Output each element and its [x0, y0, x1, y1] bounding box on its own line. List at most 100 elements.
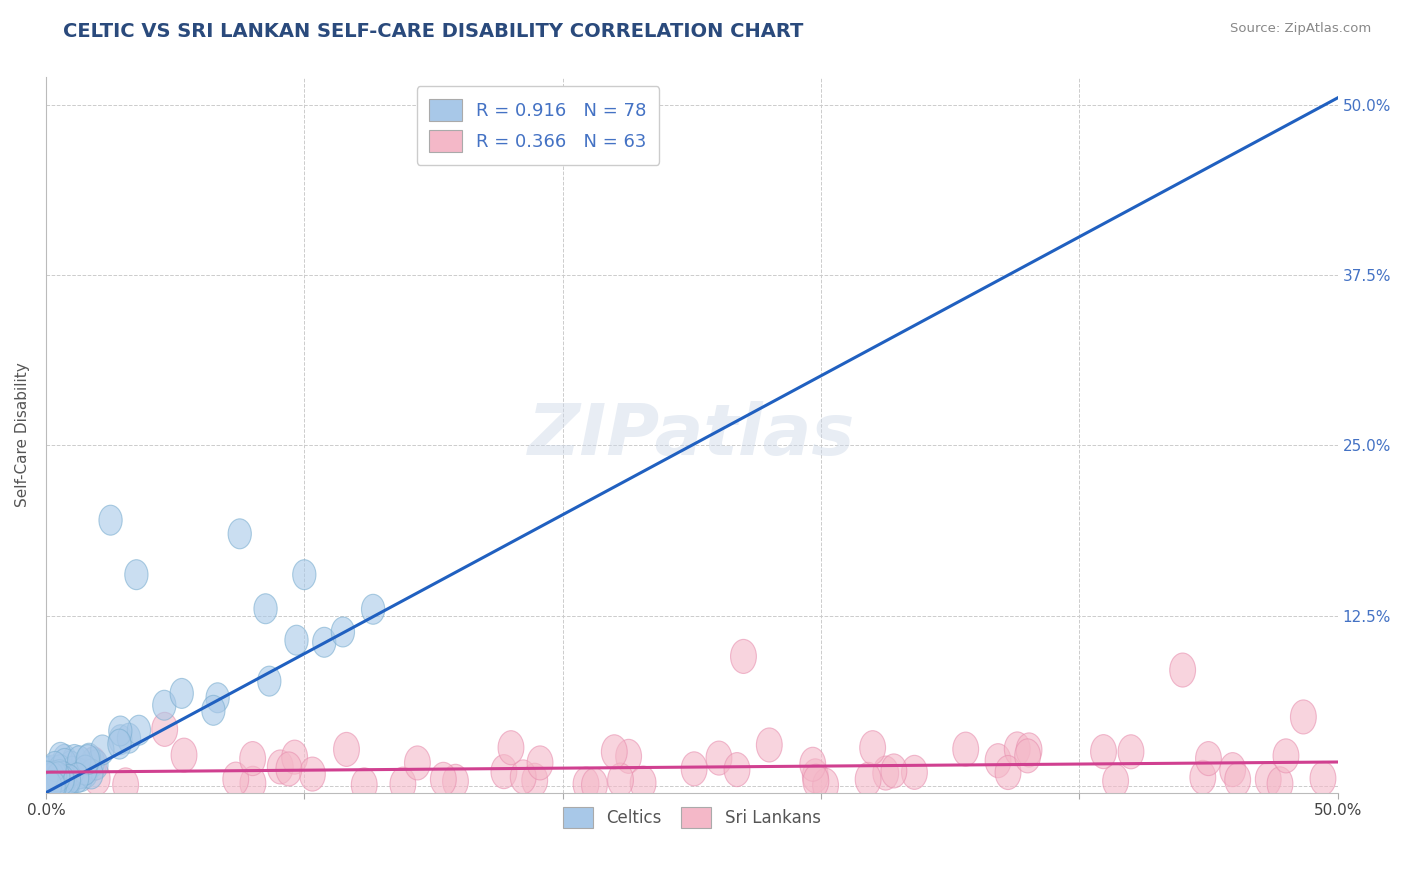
Ellipse shape: [607, 763, 634, 797]
Ellipse shape: [724, 753, 749, 787]
Ellipse shape: [59, 751, 82, 781]
Ellipse shape: [53, 744, 76, 774]
Ellipse shape: [1267, 767, 1294, 801]
Ellipse shape: [51, 765, 75, 795]
Ellipse shape: [153, 690, 176, 720]
Ellipse shape: [34, 771, 58, 801]
Ellipse shape: [56, 771, 79, 801]
Ellipse shape: [1256, 763, 1281, 797]
Ellipse shape: [281, 740, 308, 774]
Ellipse shape: [859, 731, 886, 764]
Ellipse shape: [228, 519, 252, 549]
Ellipse shape: [855, 763, 882, 797]
Ellipse shape: [267, 750, 294, 784]
Ellipse shape: [582, 768, 607, 802]
Ellipse shape: [1291, 700, 1316, 734]
Ellipse shape: [82, 747, 104, 777]
Ellipse shape: [80, 759, 103, 789]
Ellipse shape: [117, 723, 141, 753]
Ellipse shape: [48, 760, 72, 789]
Ellipse shape: [37, 764, 63, 797]
Ellipse shape: [44, 771, 67, 801]
Ellipse shape: [112, 768, 139, 802]
Ellipse shape: [152, 713, 177, 747]
Ellipse shape: [39, 770, 62, 800]
Ellipse shape: [42, 771, 66, 801]
Ellipse shape: [1310, 762, 1336, 796]
Ellipse shape: [41, 763, 63, 792]
Ellipse shape: [1015, 739, 1040, 772]
Ellipse shape: [38, 771, 62, 801]
Ellipse shape: [52, 765, 76, 796]
Ellipse shape: [80, 747, 107, 780]
Ellipse shape: [257, 666, 281, 696]
Ellipse shape: [37, 771, 59, 801]
Ellipse shape: [44, 751, 66, 781]
Ellipse shape: [873, 756, 898, 790]
Ellipse shape: [63, 745, 86, 774]
Ellipse shape: [527, 746, 553, 780]
Ellipse shape: [48, 755, 72, 785]
Ellipse shape: [389, 767, 416, 801]
Ellipse shape: [75, 758, 97, 789]
Ellipse shape: [986, 744, 1011, 778]
Ellipse shape: [276, 752, 302, 786]
Ellipse shape: [731, 640, 756, 673]
Ellipse shape: [53, 764, 77, 795]
Ellipse shape: [52, 762, 75, 791]
Ellipse shape: [292, 559, 316, 590]
Ellipse shape: [69, 759, 91, 789]
Ellipse shape: [51, 771, 75, 801]
Ellipse shape: [491, 755, 517, 789]
Ellipse shape: [803, 759, 828, 793]
Ellipse shape: [56, 771, 79, 801]
Ellipse shape: [98, 505, 122, 535]
Ellipse shape: [58, 764, 80, 795]
Legend: Celtics, Sri Lankans: Celtics, Sri Lankans: [557, 801, 828, 834]
Ellipse shape: [44, 761, 66, 791]
Ellipse shape: [756, 728, 782, 762]
Ellipse shape: [49, 742, 72, 772]
Ellipse shape: [60, 756, 84, 786]
Ellipse shape: [239, 741, 266, 776]
Ellipse shape: [285, 625, 308, 656]
Ellipse shape: [616, 739, 641, 773]
Ellipse shape: [84, 750, 108, 780]
Ellipse shape: [813, 768, 838, 802]
Ellipse shape: [1004, 732, 1031, 766]
Ellipse shape: [53, 748, 76, 779]
Ellipse shape: [35, 762, 59, 792]
Ellipse shape: [58, 767, 80, 797]
Ellipse shape: [42, 771, 65, 801]
Ellipse shape: [53, 758, 77, 789]
Ellipse shape: [49, 771, 73, 801]
Ellipse shape: [630, 766, 657, 800]
Ellipse shape: [52, 767, 75, 797]
Ellipse shape: [953, 732, 979, 766]
Ellipse shape: [73, 756, 97, 785]
Ellipse shape: [45, 771, 67, 801]
Ellipse shape: [682, 752, 707, 786]
Ellipse shape: [1017, 733, 1042, 767]
Ellipse shape: [352, 768, 377, 802]
Ellipse shape: [443, 764, 468, 798]
Ellipse shape: [222, 762, 249, 797]
Ellipse shape: [361, 594, 385, 624]
Ellipse shape: [84, 761, 110, 796]
Text: Source: ZipAtlas.com: Source: ZipAtlas.com: [1230, 22, 1371, 36]
Ellipse shape: [333, 732, 360, 766]
Ellipse shape: [91, 735, 114, 765]
Ellipse shape: [1091, 735, 1116, 769]
Ellipse shape: [201, 696, 225, 725]
Ellipse shape: [58, 761, 82, 791]
Ellipse shape: [254, 594, 277, 624]
Ellipse shape: [498, 731, 524, 764]
Ellipse shape: [46, 771, 69, 801]
Ellipse shape: [41, 755, 65, 785]
Ellipse shape: [1102, 764, 1129, 798]
Ellipse shape: [602, 735, 627, 769]
Ellipse shape: [69, 762, 93, 791]
Ellipse shape: [522, 764, 547, 797]
Ellipse shape: [108, 729, 131, 759]
Ellipse shape: [170, 679, 194, 708]
